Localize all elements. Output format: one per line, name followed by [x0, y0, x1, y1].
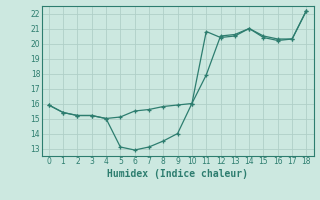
X-axis label: Humidex (Indice chaleur): Humidex (Indice chaleur) — [107, 169, 248, 179]
